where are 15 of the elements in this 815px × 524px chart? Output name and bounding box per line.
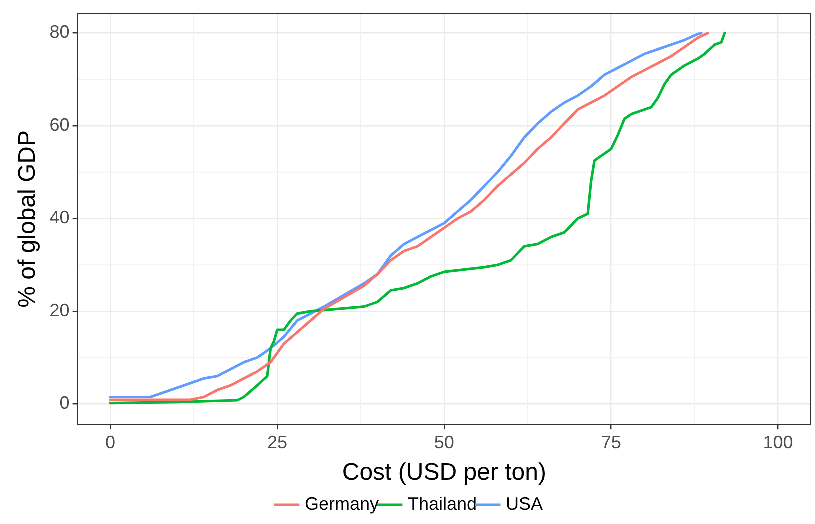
legend-label: Thailand [408, 494, 478, 514]
x-tick-label: 0 [106, 432, 116, 452]
y-axis-title: % of global GDP [14, 130, 42, 308]
y-tick-label: 20 [50, 300, 70, 320]
x-tick-label: 25 [267, 432, 288, 452]
x-axis-title: Cost (USD per ton) [342, 459, 546, 486]
y-tick-label: 80 [50, 22, 70, 42]
y-tick-label: 60 [50, 114, 70, 135]
y-tick-label: 40 [50, 208, 70, 228]
x-tick-label: 50 [434, 432, 454, 452]
x-tick-label: 75 [601, 432, 622, 452]
legend-label: USA [506, 494, 544, 514]
y-tick-label: 0 [60, 393, 70, 414]
x-tick-label: 100 [763, 432, 794, 452]
legend-label: Germany [304, 494, 379, 514]
